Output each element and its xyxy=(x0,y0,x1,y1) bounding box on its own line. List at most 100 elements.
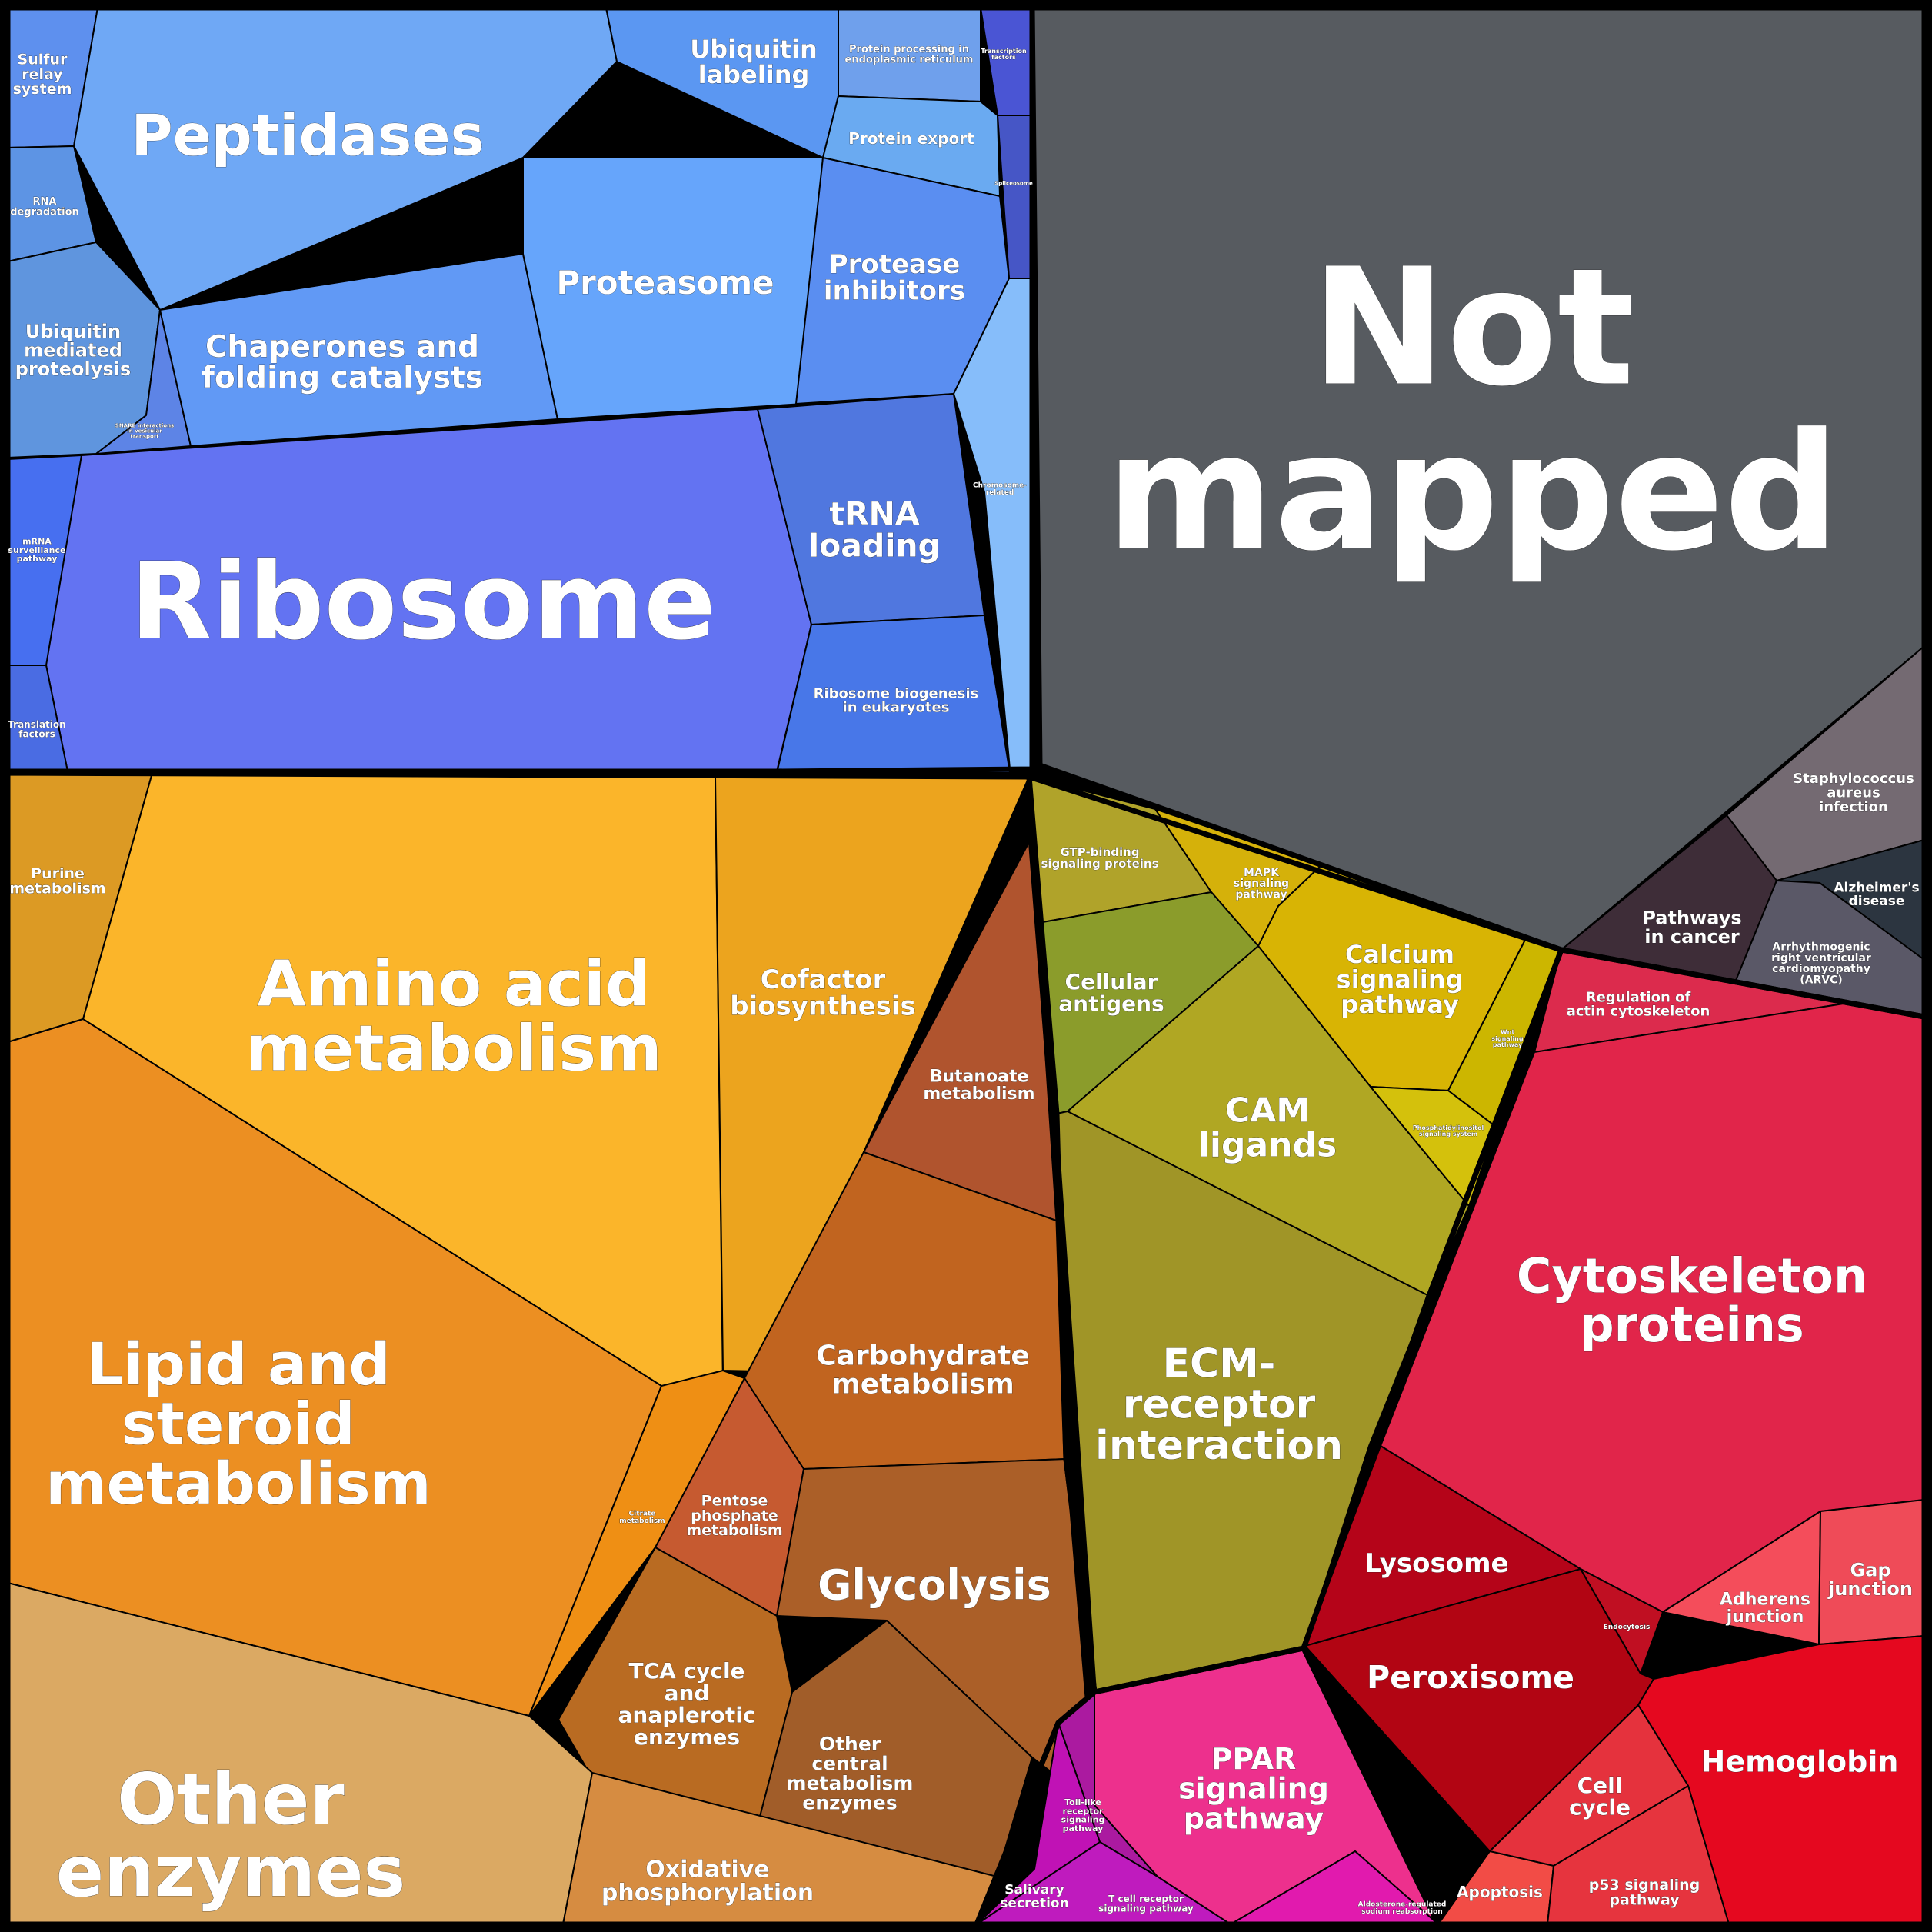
label-line: Toll-like xyxy=(1064,1797,1101,1807)
label-line: Hemoglobin xyxy=(1701,1745,1899,1779)
label-trna-loading: tRNA loading xyxy=(808,495,941,565)
label-line: metabolism xyxy=(619,1517,665,1525)
label-line: aureus xyxy=(1827,784,1880,801)
label-line: Lysosome xyxy=(1364,1548,1508,1579)
label-line: infection xyxy=(1819,799,1888,815)
label-line: pathway xyxy=(17,554,58,564)
label-mapk-signaling-pathway: MAPK signaling pathway xyxy=(1234,867,1289,901)
label-line: central xyxy=(811,1752,888,1774)
label-line: Sulfur xyxy=(18,51,68,68)
label-peptidases: Peptidases xyxy=(131,103,484,169)
label-line: loading xyxy=(808,528,941,565)
label-line: related xyxy=(986,489,1014,497)
label-aldosterone-regulated-sodium-reabsorption: Aldosterone-regulated sodium reabsorption xyxy=(1358,1901,1447,1916)
label-line: disease xyxy=(1849,894,1905,909)
label-line: metabolism xyxy=(831,1368,1014,1400)
label-p53-signaling-pathway: p53 signaling pathway xyxy=(1589,1877,1700,1908)
label-line: secretion xyxy=(1000,1896,1068,1911)
label-gap-junction: Gap junction xyxy=(1827,1559,1913,1599)
label-line: Adherens xyxy=(1720,1591,1810,1610)
label-hemoglobin: Hemoglobin xyxy=(1701,1745,1899,1779)
label-line: Glycolysis xyxy=(818,1561,1051,1609)
label-line: Protein processing in xyxy=(849,44,969,55)
label-line: interaction xyxy=(1095,1423,1343,1469)
label-mrna-surveillance-pathway: mRNA surveillance pathway xyxy=(8,537,66,564)
label-toll-like-receptor-signaling-pathway: Toll-like receptor signaling pathway xyxy=(1061,1797,1105,1834)
label-line: factors xyxy=(991,54,1016,61)
label-line: tRNA xyxy=(829,495,919,532)
label-ubiquitin-mediated-proteolysis: Ubiquitin mediated proteolysis xyxy=(15,321,131,380)
label-line: metabolism xyxy=(9,881,105,898)
cell-ribosome-biogenesis-in-eukaryotes xyxy=(776,615,1011,774)
label-wnt-signaling-pathway: Wnt signaling pathway xyxy=(1491,1029,1524,1048)
label-line: degradation xyxy=(10,206,79,218)
label-line: pathway xyxy=(1341,990,1459,1019)
label-gtp-binding-signaling-proteins: GTP-binding signaling proteins xyxy=(1041,845,1158,871)
label-transcription-factors: Transcription factors xyxy=(981,48,1027,61)
label-t-cell-receptor-signaling-pathway: T cell receptor signaling pathway xyxy=(1098,1894,1194,1914)
label-line: cycle xyxy=(1569,1794,1631,1820)
label-line: pathway xyxy=(1235,888,1287,901)
label-peroxisome: Peroxisome xyxy=(1367,1659,1574,1696)
label-line: signaling xyxy=(1337,965,1464,994)
label-ppar-signaling-pathway: PPAR signaling pathway xyxy=(1178,1742,1329,1836)
label-line: Carbohydrate xyxy=(816,1341,1030,1372)
label-line: actin cytoskeleton xyxy=(1567,1004,1710,1020)
label-line: Calcium xyxy=(1345,940,1454,969)
label-line: surveillance xyxy=(8,545,66,555)
label-cam-ligands: CAM ligands xyxy=(1198,1091,1337,1164)
label-line: Spliceosome xyxy=(994,181,1033,187)
label-line: system xyxy=(13,81,72,98)
label-line: Cell xyxy=(1577,1773,1623,1798)
label-line: sodium reabsorption xyxy=(1361,1908,1442,1916)
label-line: proteolysis xyxy=(15,358,131,380)
label-line: proteins xyxy=(1580,1297,1804,1353)
label-line: in eukaryotes xyxy=(843,700,950,716)
label-line: Oxidative xyxy=(645,1857,769,1884)
label-line: Ubiquitin xyxy=(690,35,818,64)
label-line: Translation xyxy=(8,719,65,730)
label-line: right ventricular xyxy=(1771,952,1871,964)
label-line: signaling system xyxy=(1419,1131,1477,1138)
label-ribosome: Ribosome xyxy=(130,540,716,664)
label-line: Peroxisome xyxy=(1367,1659,1574,1696)
label-line: in cancer xyxy=(1644,926,1740,948)
label-translation-factors: Translation factors xyxy=(8,719,65,739)
cell-other-central-metabolism-enzymes xyxy=(759,1620,1033,1877)
label-line: Ubiquitin xyxy=(25,321,121,342)
label-line: signaling proteins xyxy=(1041,857,1158,871)
label-phosphatidylinositol-signaling-system: Phosphatidylinositol signaling system xyxy=(1413,1124,1484,1138)
label-proteasome: Proteasome xyxy=(556,264,774,301)
label-line: Gap xyxy=(1850,1559,1890,1581)
label-line: mRNA xyxy=(22,537,52,547)
label-line: pathway xyxy=(1609,1892,1680,1909)
label-line: factors xyxy=(18,728,55,739)
label-line: signaling pathway xyxy=(1098,1903,1194,1914)
label-line: pathway xyxy=(1063,1824,1104,1834)
label-cofactor-biosynthesis: Cofactor biosynthesis xyxy=(730,964,916,1022)
label-line: endoplasmic reticulum xyxy=(845,54,974,65)
label-line: phosphorylation xyxy=(601,1880,814,1907)
label-line: Protease xyxy=(829,249,961,280)
label-staphylococcus-aureus-infection: Staphylococcus aureus infection xyxy=(1793,771,1914,815)
label-line: biosynthesis xyxy=(730,991,916,1022)
label-line: Chaperones and xyxy=(205,330,479,365)
label-line: Phosphatidylinositol xyxy=(1413,1124,1484,1131)
label-adherens-junction: Adherens junction xyxy=(1720,1591,1810,1627)
label-salivary-secretion: Salivary secretion xyxy=(1000,1882,1068,1910)
label-line: labeling xyxy=(698,60,810,89)
label-line: in vesicular xyxy=(127,428,162,435)
label-line: cardiomyopathy xyxy=(1772,963,1870,975)
label-line: Proteasome xyxy=(556,264,774,301)
label-line: Cytoskeleton xyxy=(1517,1248,1867,1304)
label-line: enzymes xyxy=(56,1830,405,1913)
label-ribosome-biogenesis-in-eukaryotes: Ribosome biogenesis in eukaryotes xyxy=(814,685,979,715)
label-protein-export: Protein export xyxy=(848,129,974,148)
label-line: Ribosome xyxy=(130,540,716,664)
label-glycolysis: Glycolysis xyxy=(818,1561,1051,1609)
label-line: Protein export xyxy=(848,129,974,148)
label-line: Staphylococcus xyxy=(1793,771,1914,787)
label-line: Cofactor xyxy=(761,964,886,995)
